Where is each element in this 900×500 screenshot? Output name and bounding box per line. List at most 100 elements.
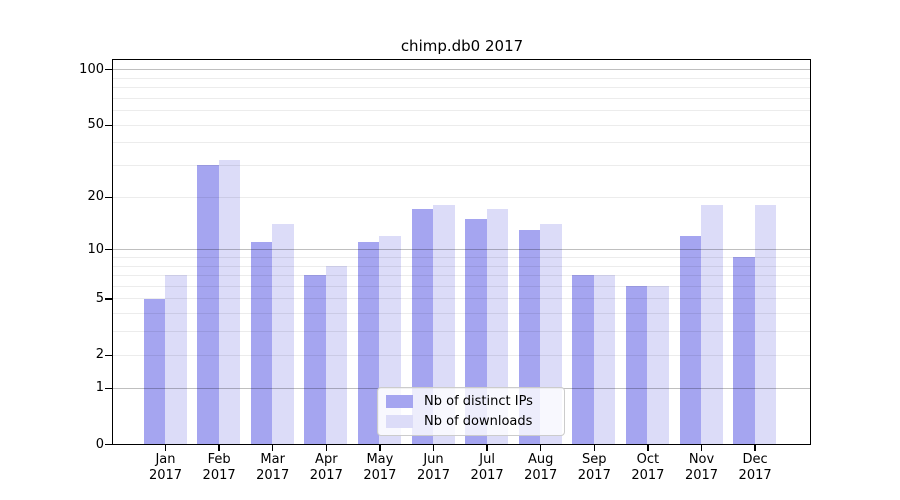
x-tick-mark-nov <box>700 444 703 451</box>
x-tick-year-oct: 2017 <box>631 468 665 483</box>
bar-downloads-oct <box>647 285 669 444</box>
x-tick-year-nov: 2017 <box>684 468 719 483</box>
y-tick-label-1: 1 <box>95 380 104 396</box>
x-tick-mark-may <box>379 444 381 451</box>
x-tick-year-dec: 2017 <box>738 468 772 483</box>
x-tick-month-dec: Dec <box>742 452 768 467</box>
x-tick-month-oct: Oct <box>636 452 660 467</box>
gridline-minor-4 <box>113 313 810 315</box>
y-tick-label-100: 100 <box>79 61 104 77</box>
x-tick-mark-sep <box>593 444 595 451</box>
y-tick-mark-1 <box>105 387 112 389</box>
bar-distinct-ips-nov <box>679 235 701 444</box>
gridline-minor-60 <box>113 110 810 112</box>
bar-downloads-dec <box>754 204 777 444</box>
gridline-minor-20 <box>113 196 810 198</box>
gridline-minor-3 <box>113 331 810 333</box>
bar-distinct-ips-jun <box>411 209 433 444</box>
legend-item-distinct-ips: Nb of distinct IPs <box>386 393 556 410</box>
bar-distinct-ips-jan <box>143 298 165 444</box>
x-tick-mark-jan <box>164 444 167 451</box>
bar-downloads-feb <box>218 160 241 444</box>
x-tick-month-jan: Jan <box>155 452 176 467</box>
x-tick-month-aug: Aug <box>527 452 554 467</box>
gridline-minor-2 <box>113 354 810 356</box>
legend-item-downloads: Nb of downloads <box>386 413 556 430</box>
y-tick-label-0: 0 <box>95 436 104 452</box>
x-tick-month-sep: Sep <box>582 452 607 467</box>
x-tick-label-oct: Oct 2017 <box>620 452 676 484</box>
gridline-minor-7 <box>113 275 810 277</box>
y-tick-label-50: 50 <box>87 117 104 133</box>
grid-layer <box>113 60 810 444</box>
x-tick-mark-oct <box>647 444 649 451</box>
bar-downloads-apr <box>325 265 348 444</box>
gridline-minor-6 <box>113 285 810 287</box>
x-tick-month-jun: Jun <box>423 452 444 467</box>
x-tick-month-may: May <box>366 452 394 467</box>
x-tick-label-feb: Feb 2017 <box>191 452 247 484</box>
x-tick-year-mar: 2017 <box>256 468 290 483</box>
x-tick-label-apr: Apr 2017 <box>298 452 354 484</box>
x-tick-year-apr: 2017 <box>309 468 343 483</box>
gridline-minor-40 <box>113 142 810 144</box>
y-tick-label-5: 5 <box>95 290 104 306</box>
gridline-minor-50 <box>113 124 810 126</box>
bar-distinct-ips-sep <box>572 275 594 444</box>
gridline-minor-70 <box>113 97 810 99</box>
bar-downloads-sep <box>593 275 616 444</box>
bar-downloads-mar <box>272 224 294 444</box>
bar-downloads-jul <box>486 209 509 444</box>
y-tick-label-10: 10 <box>87 241 104 257</box>
gridline-minor-5 <box>113 298 810 300</box>
legend: Nb of distinct IPs Nb of downloads <box>377 387 565 436</box>
chart-title: chimp.db0 2017 <box>400 37 524 55</box>
x-tick-year-jul: 2017 <box>470 468 504 483</box>
plot-area: Nb of distinct IPs Nb of downloads <box>112 59 811 445</box>
bar-distinct-ips-dec <box>733 257 755 444</box>
x-tick-mark-apr <box>325 444 327 451</box>
x-tick-label-sep: Sep 2017 <box>566 452 622 484</box>
y-tick-mark-0 <box>105 443 112 446</box>
bar-distinct-ips-may <box>357 242 380 444</box>
legend-swatch-distinct-ips <box>386 395 413 408</box>
x-tick-label-mar: Mar 2017 <box>245 452 301 484</box>
bar-distinct-ips-mar <box>250 242 273 444</box>
y-tick-mark-5 <box>105 298 112 300</box>
x-tick-year-sep: 2017 <box>577 468 611 483</box>
x-tick-year-aug: 2017 <box>524 468 558 483</box>
x-tick-mark-aug <box>540 444 542 451</box>
x-tick-month-feb: Feb <box>207 452 231 467</box>
x-tick-label-jun: Jun 2017 <box>406 452 462 484</box>
x-tick-year-may: 2017 <box>363 468 397 483</box>
legend-label-downloads: Nb of downloads <box>424 414 533 429</box>
legend-swatch-downloads <box>386 415 413 428</box>
x-tick-year-jan: 2017 <box>148 468 183 483</box>
x-tick-month-jul: Jul <box>479 452 495 467</box>
x-tick-label-jan: Jan 2017 <box>138 452 194 484</box>
x-tick-mark-dec <box>754 444 756 451</box>
gridline-minor-30 <box>113 165 810 167</box>
x-tick-year-jun: 2017 <box>416 468 451 483</box>
x-tick-label-nov: Nov 2017 <box>674 452 730 484</box>
x-tick-month-mar: Mar <box>260 452 285 467</box>
x-tick-mark-jul <box>486 444 488 451</box>
y-tick-mark-50 <box>105 124 112 126</box>
y-tick-mark-10 <box>105 249 112 251</box>
gridline-minor-8 <box>113 265 810 267</box>
x-tick-mark-jun <box>432 444 435 451</box>
y-tick-mark-100 <box>105 69 112 71</box>
bar-distinct-ips-oct <box>625 285 648 444</box>
x-tick-label-jul: Jul 2017 <box>459 452 515 484</box>
y-tick-mark-2 <box>105 354 112 356</box>
x-tick-month-nov: Nov <box>688 452 715 467</box>
bar-downloads-nov <box>701 204 723 444</box>
x-tick-mark-feb <box>218 444 220 451</box>
x-tick-month-apr: Apr <box>315 452 338 467</box>
y-tick-label-20: 20 <box>87 189 104 205</box>
gridline-major-10 <box>113 249 810 251</box>
bar-distinct-ips-apr <box>304 275 326 444</box>
gridline-major-100 <box>113 69 810 71</box>
x-tick-mark-mar <box>272 444 274 451</box>
